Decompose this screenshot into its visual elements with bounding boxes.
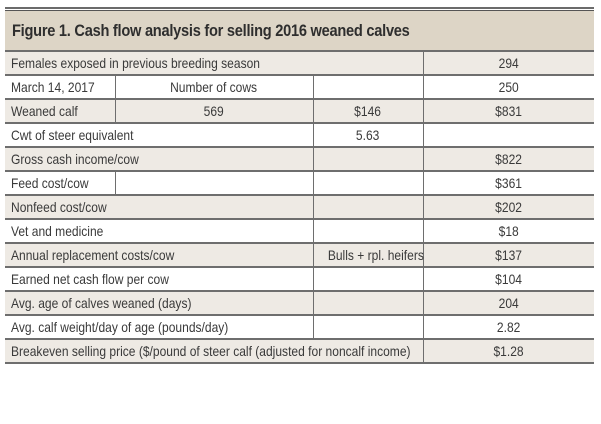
row-label: Nonfeed cost/cow	[5, 194, 313, 219]
table-row: March 14, 2017 Number of cows 250	[5, 74, 594, 99]
row-label: Vet and medicine	[5, 218, 313, 243]
row-label: Earned net cash flow per cow	[5, 266, 313, 291]
figure-title: Figure 1. Cash flow analysis for selling…	[5, 11, 594, 50]
top-rule	[5, 7, 594, 9]
row-value: $104	[422, 266, 594, 291]
row-col3	[312, 218, 423, 243]
row-value: $831	[422, 98, 594, 123]
row-label: Breakeven selling price ($/pound of stee…	[5, 338, 423, 364]
figure-table-container: Figure 1. Cash flow analysis for selling…	[5, 7, 594, 364]
row-value: $202	[422, 194, 594, 219]
row-col3	[312, 146, 423, 171]
row-col3: Bulls + rpl. heifers	[312, 242, 423, 267]
top-rule-inner	[5, 10, 594, 11]
row-value: 204	[422, 290, 594, 315]
row-label: Feed cost/cow	[5, 170, 115, 195]
table-row: Nonfeed cost/cow $202	[5, 194, 594, 219]
row-label: Gross cash income/cow	[5, 146, 313, 171]
row-col2: Number of cows	[114, 74, 313, 99]
table-row: Breakeven selling price ($/pound of stee…	[5, 338, 594, 364]
row-label: Avg. age of calves weaned (days)	[5, 290, 313, 315]
row-label: Cwt of steer equivalent	[5, 122, 313, 147]
row-label: March 14, 2017	[5, 74, 115, 99]
top-rule-gap	[5, 9, 594, 10]
row-label: Weaned calf	[5, 98, 115, 123]
row-col3	[312, 266, 423, 291]
row-col3	[312, 290, 423, 315]
row-col3	[312, 74, 423, 99]
table-row: Annual replacement costs/cow Bulls + rpl…	[5, 242, 594, 267]
row-col3	[312, 314, 423, 339]
row-col2	[114, 170, 313, 195]
table-row: Avg. calf weight/day of age (pounds/day)…	[5, 314, 594, 339]
cash-flow-table: Females exposed in previous breeding sea…	[5, 50, 594, 364]
row-col3: 5.63	[312, 122, 423, 147]
row-value: $822	[422, 146, 594, 171]
row-value: 250	[422, 74, 594, 99]
table-row: Weaned calf 569 $146 $831	[5, 98, 594, 123]
row-value	[422, 122, 594, 147]
table-row: Earned net cash flow per cow $104	[5, 266, 594, 291]
row-col2: 569	[114, 98, 313, 123]
row-value: $18	[422, 218, 594, 243]
row-col3: $146	[312, 98, 423, 123]
table-row: Gross cash income/cow $822	[5, 146, 594, 171]
row-col3	[312, 194, 423, 219]
row-label: Avg. calf weight/day of age (pounds/day)	[5, 314, 313, 339]
table-row: Cwt of steer equivalent 5.63	[5, 122, 594, 147]
table-row: Females exposed in previous breeding sea…	[5, 50, 594, 75]
row-label: Annual replacement costs/cow	[5, 242, 313, 267]
row-value: 2.82	[422, 314, 594, 339]
figure-title-text: Figure 1. Cash flow analysis for selling…	[12, 21, 410, 40]
table-row: Avg. age of calves weaned (days) 204	[5, 290, 594, 315]
row-col3	[312, 170, 423, 195]
row-value: 294	[422, 50, 594, 75]
row-label: Females exposed in previous breeding sea…	[5, 50, 423, 75]
table-row: Vet and medicine $18	[5, 218, 594, 243]
row-value: $137	[422, 242, 594, 267]
row-value: $361	[422, 170, 594, 195]
table-row: Feed cost/cow $361	[5, 170, 594, 195]
row-value: $1.28	[422, 338, 594, 364]
